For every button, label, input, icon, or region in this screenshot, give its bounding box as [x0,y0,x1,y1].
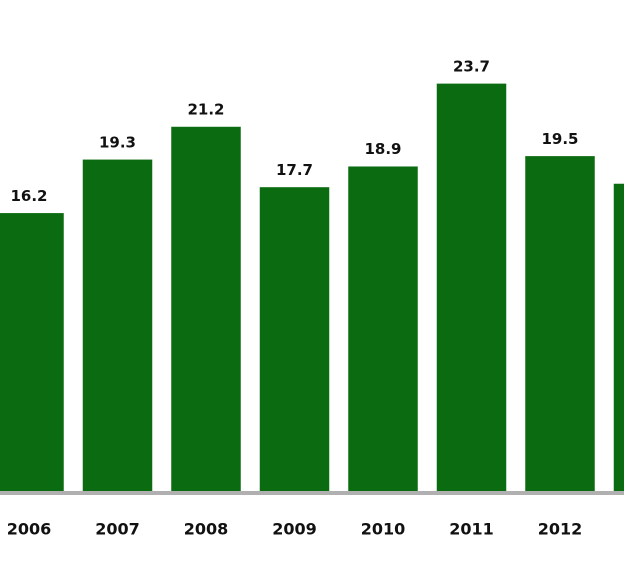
value-label: 16.2 [10,187,47,205]
bar [523,154,597,493]
x-tick-label: 2008 [184,520,229,539]
value-label: 18.9 [364,140,401,158]
x-tick-label: 2009 [272,520,317,539]
bar [169,125,243,493]
value-label: 19.3 [99,133,136,151]
x-tick-label: 2011 [449,520,494,539]
bar [0,211,66,493]
x-tick-label: 2012 [538,520,583,539]
bar [346,164,420,493]
x-tick-label: 2007 [95,520,140,539]
bar [435,82,508,493]
value-label: 21.2 [187,101,224,119]
bar [258,185,331,493]
value-label: 17.7 [276,161,313,179]
value-label: 23.7 [453,57,490,75]
bar [612,182,624,493]
bar [81,158,154,493]
x-tick-label: 2010 [361,520,406,539]
value-label: 19.5 [541,130,578,148]
x-tick-label: 2006 [7,520,52,539]
